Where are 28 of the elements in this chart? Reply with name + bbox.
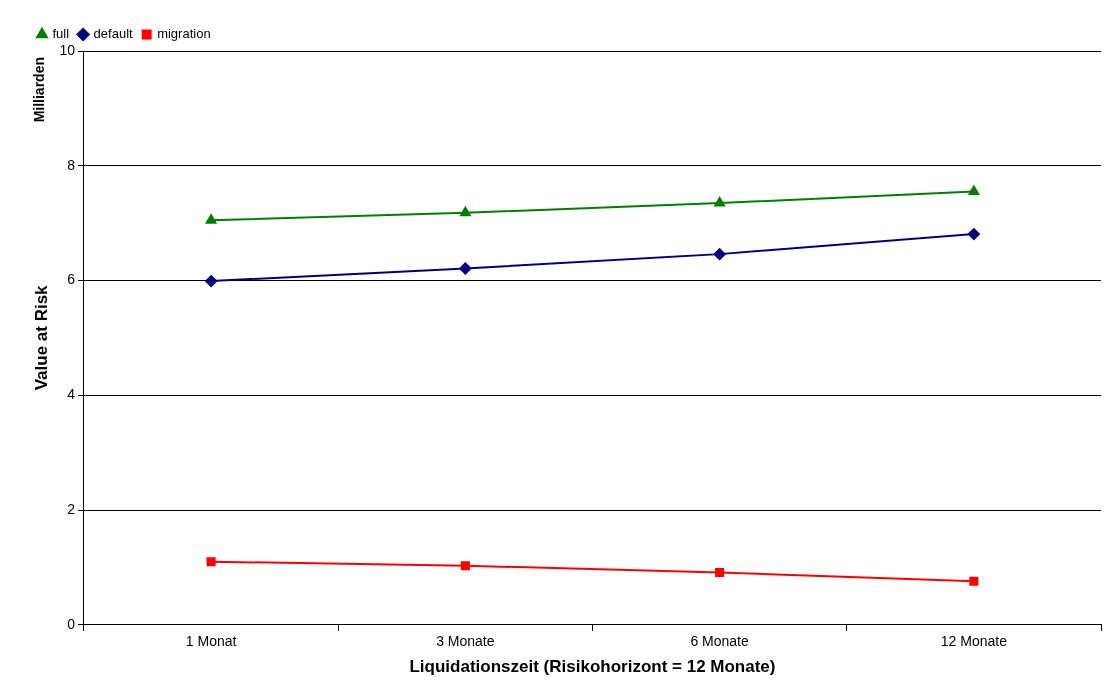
point (460, 561, 470, 571)
point (205, 214, 217, 224)
point (205, 275, 218, 288)
y-tick-label: 10 (59, 41, 76, 58)
text: Milliarden (30, 57, 47, 123)
point (714, 197, 725, 207)
legend-label: migration (157, 26, 211, 42)
point (969, 576, 979, 586)
x-tick-label: 6 Monate (690, 633, 750, 650)
point (459, 262, 472, 275)
legend-label: default (93, 26, 134, 42)
y-tick-label: 4 (67, 386, 76, 403)
point (968, 185, 980, 196)
y-tick-label: 0 (67, 615, 76, 632)
point (206, 557, 216, 567)
y-axis-title: Value at Risk (31, 284, 51, 391)
point (715, 568, 725, 578)
point (713, 248, 726, 261)
x-tick-label: 1 Monat (185, 633, 237, 650)
y-tick-label: 8 (67, 156, 76, 173)
x-axis-title: Liquidationszeit (Risikohorizont = 12 Monate) (409, 657, 776, 677)
point (967, 228, 980, 241)
x-tick-label: 12 Monate (940, 633, 1008, 650)
x-tick-label: 3 Monate (436, 633, 495, 650)
y-tick-label: 2 (67, 500, 76, 517)
legend-label: full (52, 26, 70, 42)
y-tick-label: 6 (67, 271, 76, 288)
point (460, 206, 471, 217)
